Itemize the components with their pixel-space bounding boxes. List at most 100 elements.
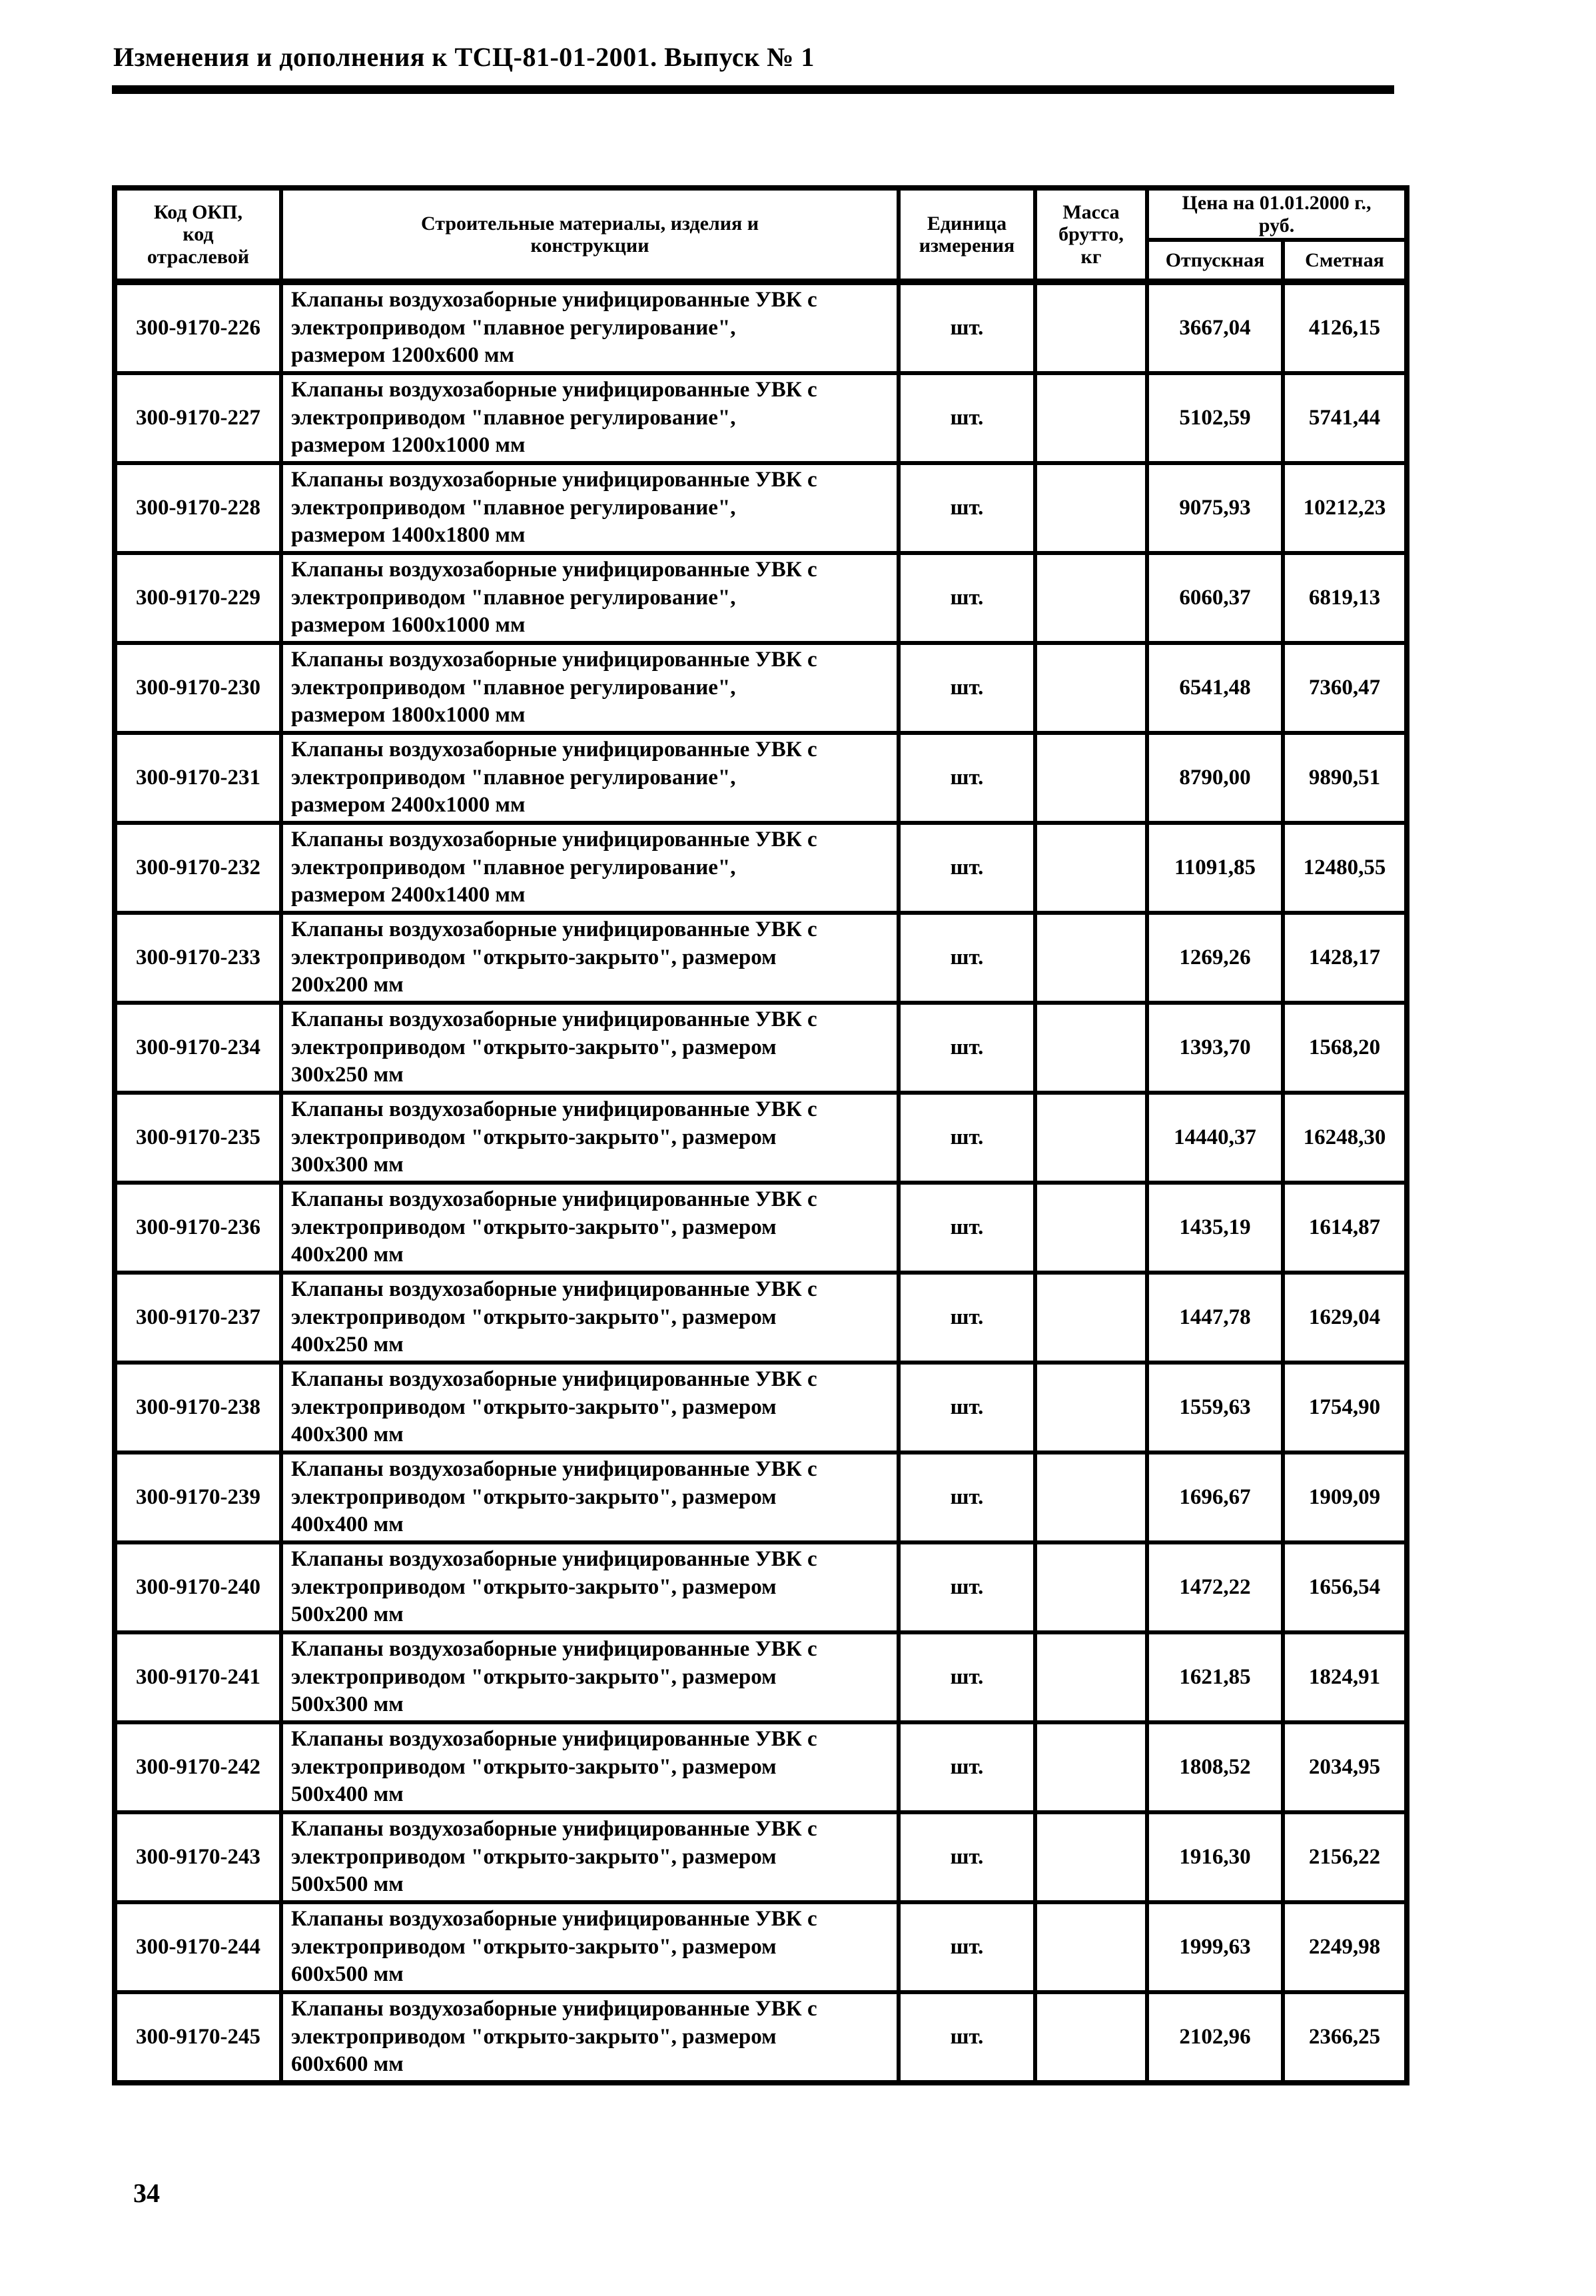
row-mass <box>1033 1360 1149 1454</box>
row-mass <box>1033 280 1149 375</box>
row-code: 300-9170-241 <box>113 1630 283 1724</box>
row-price-smet: 2034,95 <box>1281 1720 1409 1814</box>
materials-price-table: Код ОКП, код отраслевой Строительные мат… <box>112 185 1409 2085</box>
row-mass <box>1033 640 1149 735</box>
header-price-otpusk: Отпускная <box>1145 238 1285 286</box>
table-row: 300-9170-226 Клапаны воздухозаборные уни… <box>113 280 1409 375</box>
row-price-smet: 1909,09 <box>1281 1450 1409 1544</box>
row-price-smet: 1629,04 <box>1281 1270 1409 1365</box>
row-mass <box>1033 1810 1149 1904</box>
row-price-smet: 1656,54 <box>1281 1540 1409 1634</box>
table-row: 300-9170-229 Клапаны воздухозаборные уни… <box>113 550 1409 645</box>
row-code: 300-9170-226 <box>113 280 283 375</box>
row-code: 300-9170-242 <box>113 1720 283 1814</box>
header-unit: Единица измерения <box>897 185 1037 286</box>
row-mass <box>1033 730 1149 825</box>
row-price-smet: 6819,13 <box>1281 550 1409 645</box>
row-price-smet: 4126,15 <box>1281 280 1409 375</box>
row-mass <box>1033 1990 1149 2085</box>
row-code: 300-9170-229 <box>113 550 283 645</box>
row-price-otpusk: 1916,30 <box>1145 1810 1285 1904</box>
row-price-otpusk: 1447,78 <box>1145 1270 1285 1365</box>
row-price-smet: 1824,91 <box>1281 1630 1409 1724</box>
table-body: 300-9170-226 Клапаны воздухозаборные уни… <box>113 280 1409 2085</box>
header-mass: Масса брутто, кг <box>1033 185 1149 286</box>
row-code: 300-9170-236 <box>113 1180 283 1275</box>
row-description: Клапаны воздухозаборные унифицированные … <box>279 1360 901 1454</box>
page-title: Изменения и дополнения к ТСЦ-81-01-2001.… <box>113 42 815 72</box>
row-unit: шт. <box>897 1810 1037 1904</box>
row-unit: шт. <box>897 1540 1037 1634</box>
row-unit: шт. <box>897 1720 1037 1814</box>
table-row: 300-9170-232 Клапаны воздухозаборные уни… <box>113 820 1409 915</box>
row-price-otpusk: 9075,93 <box>1145 460 1285 555</box>
row-unit: шт. <box>897 1360 1037 1454</box>
table-row: 300-9170-245 Клапаны воздухозаборные уни… <box>113 1990 1409 2085</box>
row-price-otpusk: 2102,96 <box>1145 1990 1285 2085</box>
row-price-smet: 2156,22 <box>1281 1810 1409 1904</box>
row-mass <box>1033 820 1149 915</box>
row-description: Клапаны воздухозаборные унифицированные … <box>279 1090 901 1185</box>
row-price-otpusk: 8790,00 <box>1145 730 1285 825</box>
row-mass <box>1033 1180 1149 1275</box>
row-description: Клапаны воздухозаборные унифицированные … <box>279 1540 901 1634</box>
row-unit: шт. <box>897 1450 1037 1544</box>
row-description: Клапаны воздухозаборные унифицированные … <box>279 1270 901 1365</box>
row-price-smet: 9890,51 <box>1281 730 1409 825</box>
row-price-otpusk: 1269,26 <box>1145 910 1285 1005</box>
row-mass <box>1033 910 1149 1005</box>
header-price-group: Цена на 01.01.2000 г., руб. <box>1145 185 1409 243</box>
table-row: 300-9170-239 Клапаны воздухозаборные уни… <box>113 1450 1409 1544</box>
row-unit: шт. <box>897 910 1037 1005</box>
row-description: Клапаны воздухозаборные унифицированные … <box>279 280 901 375</box>
row-description: Клапаны воздухозаборные унифицированные … <box>279 1720 901 1814</box>
row-description: Клапаны воздухозаборные унифицированные … <box>279 1900 901 1994</box>
row-unit: шт. <box>897 1990 1037 2085</box>
table-header: Код ОКП, код отраслевой Строительные мат… <box>113 185 1409 286</box>
table-row: 300-9170-244 Клапаны воздухозаборные уни… <box>113 1900 1409 1994</box>
row-unit: шт. <box>897 460 1037 555</box>
table-row: 300-9170-243 Клапаны воздухозаборные уни… <box>113 1810 1409 1904</box>
row-price-otpusk: 14440,37 <box>1145 1090 1285 1185</box>
row-price-smet: 10212,23 <box>1281 460 1409 555</box>
row-price-smet: 1568,20 <box>1281 1000 1409 1095</box>
row-price-smet: 12480,55 <box>1281 820 1409 915</box>
row-price-otpusk: 1472,22 <box>1145 1540 1285 1634</box>
row-unit: шт. <box>897 1000 1037 1095</box>
row-mass <box>1033 1000 1149 1095</box>
row-code: 300-9170-243 <box>113 1810 283 1904</box>
table-row: 300-9170-228 Клапаны воздухозаборные уни… <box>113 460 1409 555</box>
row-price-smet: 2366,25 <box>1281 1990 1409 2085</box>
row-price-smet: 1614,87 <box>1281 1180 1409 1275</box>
row-code: 300-9170-231 <box>113 730 283 825</box>
row-unit: шт. <box>897 640 1037 735</box>
row-mass <box>1033 1270 1149 1365</box>
row-description: Клапаны воздухозаборные унифицированные … <box>279 640 901 735</box>
table-row: 300-9170-242 Клапаны воздухозаборные уни… <box>113 1720 1409 1814</box>
row-description: Клапаны воздухозаборные унифицированные … <box>279 1450 901 1544</box>
row-code: 300-9170-245 <box>113 1990 283 2085</box>
row-unit: шт. <box>897 820 1037 915</box>
row-price-otpusk: 6060,37 <box>1145 550 1285 645</box>
row-price-otpusk: 6541,48 <box>1145 640 1285 735</box>
table-row: 300-9170-241 Клапаны воздухозаборные уни… <box>113 1630 1409 1724</box>
row-description: Клапаны воздухозаборные унифицированные … <box>279 820 901 915</box>
row-code: 300-9170-227 <box>113 370 283 465</box>
row-description: Клапаны воздухозаборные унифицированные … <box>279 1810 901 1904</box>
row-unit: шт. <box>897 1090 1037 1185</box>
row-unit: шт. <box>897 550 1037 645</box>
page-number: 34 <box>133 2178 160 2208</box>
row-price-otpusk: 1435,19 <box>1145 1180 1285 1275</box>
table-row: 300-9170-233 Клапаны воздухозаборные уни… <box>113 910 1409 1005</box>
row-mass <box>1033 370 1149 465</box>
row-price-smet: 2249,98 <box>1281 1900 1409 1994</box>
table-row: 300-9170-230 Клапаны воздухозаборные уни… <box>113 640 1409 735</box>
row-unit: шт. <box>897 1180 1037 1275</box>
table-row: 300-9170-227 Клапаны воздухозаборные уни… <box>113 370 1409 465</box>
row-mass <box>1033 1450 1149 1544</box>
table-row: 300-9170-236 Клапаны воздухозаборные уни… <box>113 1180 1409 1275</box>
row-description: Клапаны воздухозаборные унифицированные … <box>279 1180 901 1275</box>
row-unit: шт. <box>897 730 1037 825</box>
table-row: 300-9170-240 Клапаны воздухозаборные уни… <box>113 1540 1409 1634</box>
